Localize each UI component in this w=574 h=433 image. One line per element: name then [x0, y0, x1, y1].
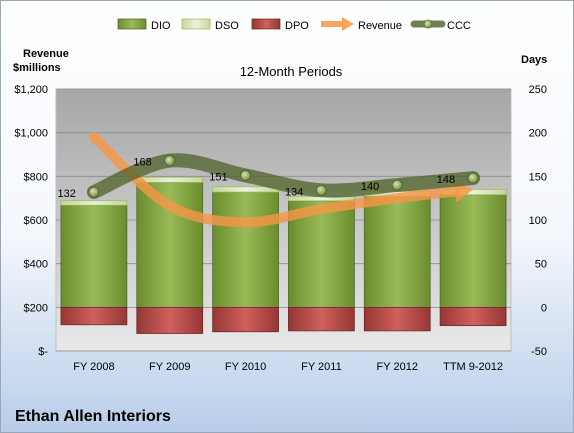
legend-label-ccc: CCC: [447, 20, 471, 32]
x-tick-label: FY 2012: [377, 361, 418, 373]
company-name: Ethan Allen Interiors: [15, 408, 171, 425]
left-tick-label: $200: [24, 302, 48, 314]
legend-label-revenue: Revenue: [358, 20, 402, 32]
ccc-series: 132 168 151 134 140 148: [58, 153, 481, 200]
x-tick-label: TTM 9-2012: [443, 361, 503, 373]
ccc-data-label: 132: [58, 188, 76, 200]
left-tick-label: $1,000: [14, 128, 48, 140]
bar-dpo: [363, 306, 431, 332]
ccc-point: [316, 184, 327, 196]
ccc-data-label: 148: [437, 174, 455, 186]
left-tick-label: $600: [24, 215, 48, 227]
bar-dpo: [212, 306, 279, 333]
left-axis-title-line1: Revenue: [23, 48, 69, 60]
revenue-line: [88, 132, 461, 228]
legend-label-dpo: DPO: [285, 20, 309, 32]
legend: DIO DSO DPO Revenue CCC: [117, 17, 471, 32]
right-tick-label: -50: [531, 346, 547, 358]
x-tick-label: FY 2011: [301, 361, 342, 373]
right-tick-label: 250: [529, 84, 547, 96]
left-tick-label: $1,200: [14, 84, 48, 96]
x-axis-ticks: FY 2008 FY 2009 FY 2010 FY 2011 FY 2012 TTM 9…: [73, 361, 503, 373]
right-tick-label: 0: [541, 302, 547, 314]
ccc-point: [88, 186, 100, 198]
right-tick-label: 100: [529, 215, 547, 227]
legend-swatch-ccc-marker: [423, 19, 433, 29]
x-tick-label: FY 2008: [73, 361, 114, 373]
bar-dpo: [136, 306, 204, 334]
ccc-point: [391, 179, 403, 191]
left-axis-ticks: $- $200 $400 $600 $800 $1,000 $1,200: [14, 84, 48, 358]
legend-label-dio: DIO: [151, 20, 171, 32]
legend-swatch-dso: [181, 18, 211, 30]
ccc-point: [240, 170, 251, 181]
x-tick-label: FY 2009: [149, 361, 190, 373]
bar-dpo: [60, 306, 128, 326]
bar-dso: [136, 176, 204, 183]
ccc-data-label: 168: [133, 157, 151, 169]
right-axis-title: Days: [521, 54, 547, 66]
bar-dio: [60, 204, 128, 308]
bar-dpo: [288, 306, 355, 332]
bar-dio: [439, 194, 507, 308]
bar-series: [60, 176, 507, 334]
ccc-data-label: 140: [361, 181, 379, 193]
right-tick-label: 200: [529, 128, 547, 140]
legend-swatch-revenue-arrow: [342, 17, 354, 31]
bar-dio: [212, 191, 279, 308]
right-tick-label: 50: [535, 259, 547, 271]
left-axis-title-line2: $millions: [13, 62, 61, 74]
ccc-point: [164, 155, 176, 167]
x-tick-label: FY 2010: [225, 361, 266, 373]
ccc-data-label: 134: [285, 186, 303, 198]
left-tick-label: $-: [38, 346, 48, 358]
ccc-data-label: 151: [209, 171, 227, 183]
bar-dpo: [439, 306, 507, 327]
right-tick-label: 150: [529, 171, 547, 183]
bar-dso: [60, 200, 128, 206]
left-tick-label: $400: [24, 259, 48, 271]
ccc-point: [467, 172, 479, 184]
legend-swatch-dio: [117, 18, 147, 30]
legend-label-dso: DSO: [215, 20, 239, 32]
chart-title: 12-Month Periods: [240, 64, 343, 79]
bar-dio: [363, 196, 431, 308]
left-tick-label: $800: [24, 171, 48, 183]
legend-swatch-dpo: [251, 18, 281, 30]
right-axis-ticks: -50 0 50 100 150 200 250: [529, 84, 547, 358]
ccc-line: [86, 153, 481, 200]
